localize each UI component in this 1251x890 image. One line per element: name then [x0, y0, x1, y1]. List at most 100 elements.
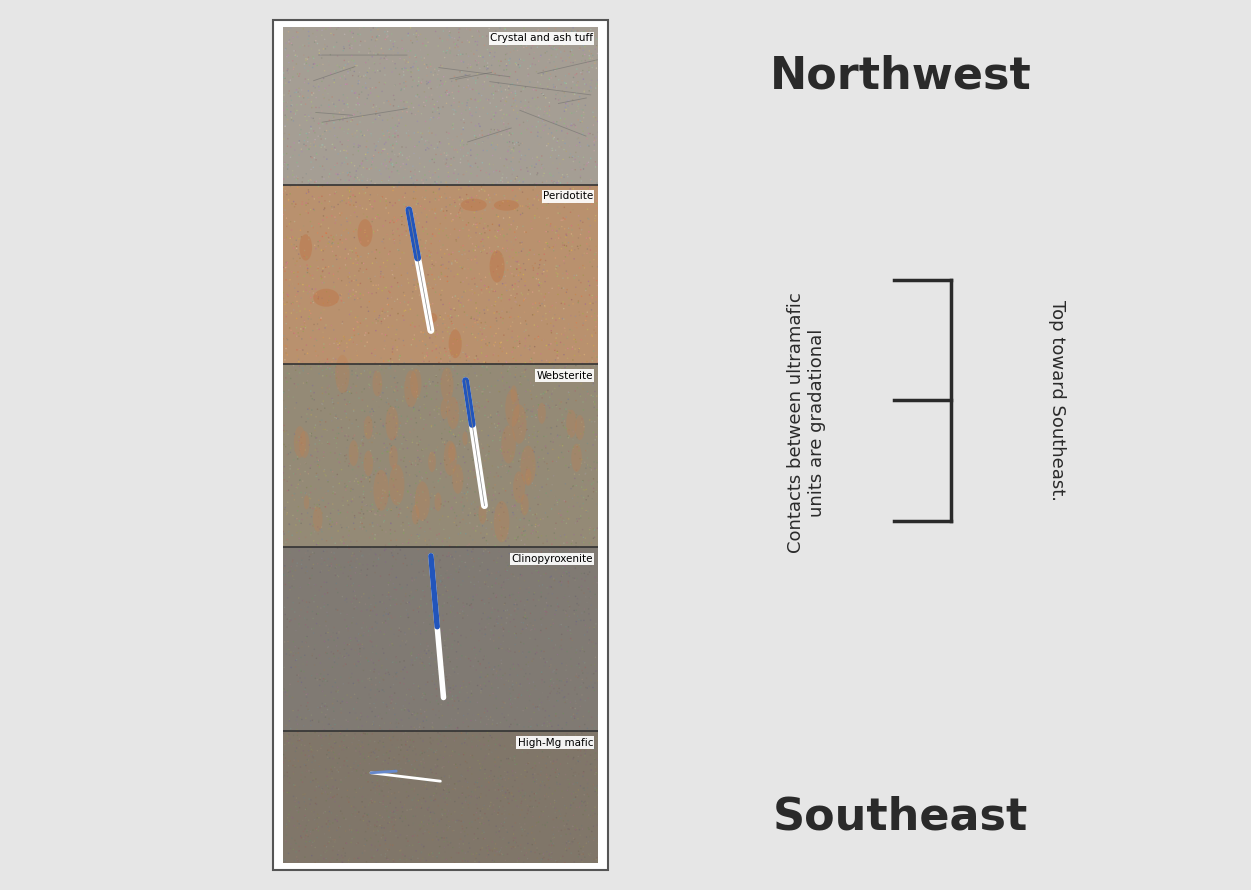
Point — [459, 222, 479, 237]
Point — [291, 436, 311, 450]
Point — [504, 627, 524, 641]
Point — [565, 822, 585, 837]
Point — [352, 167, 372, 182]
Point — [508, 473, 528, 487]
Point — [320, 337, 340, 352]
Point — [390, 159, 410, 174]
Point — [539, 848, 559, 862]
Point — [449, 508, 469, 522]
Point — [340, 63, 360, 77]
Point — [325, 408, 345, 422]
Point — [332, 62, 352, 77]
Point — [412, 815, 432, 829]
Point — [519, 732, 539, 746]
Point — [468, 67, 488, 81]
Circle shape — [299, 431, 309, 458]
Point — [350, 447, 370, 461]
Point — [420, 455, 440, 469]
Point — [367, 843, 387, 857]
Point — [495, 47, 515, 61]
Point — [385, 420, 405, 434]
Point — [497, 125, 517, 139]
Point — [354, 511, 374, 525]
Point — [334, 754, 354, 768]
Point — [301, 542, 322, 556]
Point — [510, 311, 530, 325]
Point — [397, 409, 417, 424]
Point — [472, 399, 492, 413]
Point — [281, 579, 301, 594]
Point — [425, 329, 445, 344]
Point — [285, 289, 305, 303]
Point — [306, 334, 327, 348]
Point — [429, 778, 449, 792]
Point — [465, 400, 485, 414]
Point — [428, 246, 448, 260]
Point — [387, 765, 407, 779]
Point — [513, 115, 533, 129]
Point — [370, 194, 390, 208]
Point — [573, 847, 593, 862]
Point — [417, 777, 437, 791]
Point — [542, 846, 562, 860]
Point — [342, 616, 362, 630]
Point — [369, 76, 389, 90]
Point — [504, 570, 524, 584]
Point — [405, 708, 425, 723]
Point — [305, 783, 325, 797]
Point — [430, 136, 450, 150]
Point — [543, 724, 563, 739]
Point — [315, 785, 335, 799]
Point — [555, 235, 575, 249]
Point — [322, 740, 342, 754]
Point — [532, 353, 552, 368]
Point — [453, 786, 473, 800]
Point — [554, 536, 574, 550]
Point — [537, 532, 557, 546]
Point — [444, 54, 464, 69]
Point — [357, 807, 377, 821]
Point — [443, 360, 463, 375]
Point — [335, 455, 355, 469]
Point — [284, 753, 304, 767]
Point — [468, 35, 488, 49]
Point — [294, 795, 314, 809]
Point — [557, 834, 577, 848]
Point — [460, 143, 480, 158]
Point — [479, 776, 499, 790]
Point — [347, 712, 367, 726]
Point — [417, 173, 437, 187]
Point — [508, 255, 528, 269]
Point — [353, 438, 373, 452]
Point — [404, 288, 424, 303]
Point — [400, 505, 420, 519]
Point — [500, 689, 520, 703]
Point — [588, 807, 608, 821]
Point — [500, 449, 520, 463]
Point — [367, 255, 387, 270]
Point — [484, 752, 504, 766]
Point — [334, 28, 354, 42]
Point — [463, 30, 483, 44]
Point — [390, 442, 410, 457]
Point — [533, 578, 553, 592]
Point — [443, 813, 463, 828]
Point — [560, 801, 580, 815]
Point — [378, 816, 398, 830]
Point — [440, 468, 460, 482]
Point — [350, 739, 370, 753]
Point — [528, 330, 548, 344]
Point — [453, 275, 473, 289]
Point — [350, 198, 370, 213]
Point — [492, 447, 512, 461]
Point — [448, 376, 468, 391]
Point — [427, 327, 447, 341]
Point — [333, 314, 353, 328]
Circle shape — [510, 385, 517, 402]
Point — [465, 210, 485, 224]
Point — [450, 65, 470, 79]
Point — [515, 787, 535, 801]
Point — [520, 352, 540, 367]
Point — [314, 91, 334, 105]
Point — [357, 523, 377, 538]
